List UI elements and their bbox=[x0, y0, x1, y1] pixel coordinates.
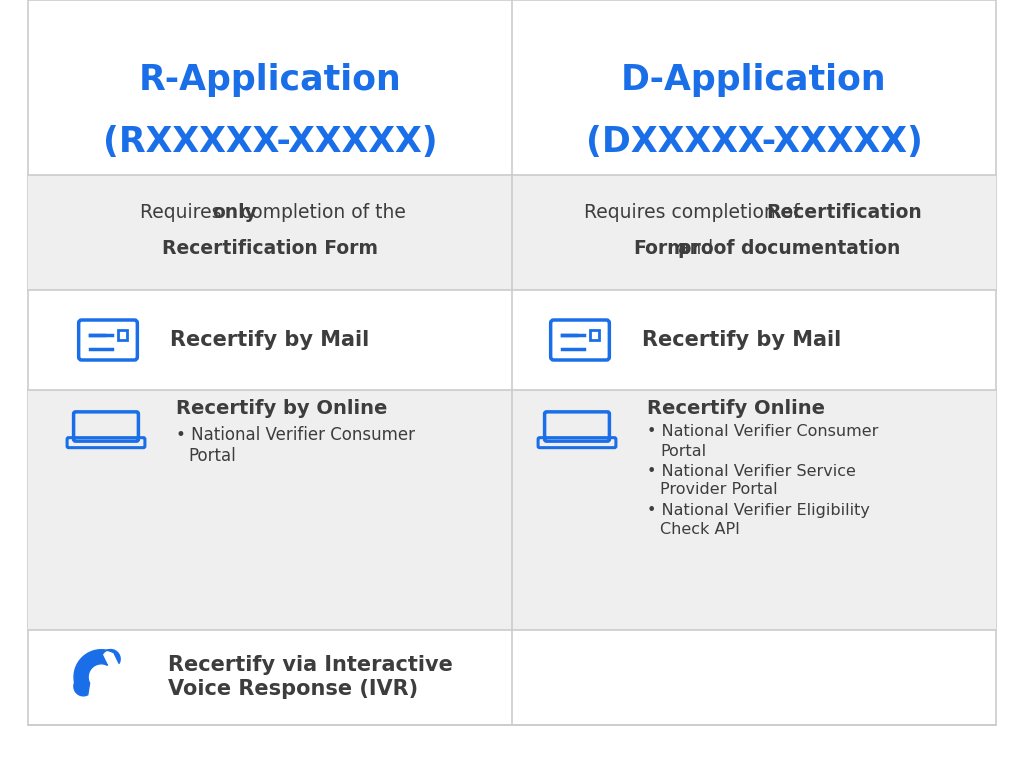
Text: (DXXXXX-XXXXX): (DXXXXX-XXXXX) bbox=[586, 125, 923, 159]
Bar bbox=[28, 390, 996, 630]
Text: Recertify Online: Recertify Online bbox=[647, 398, 825, 417]
Text: Requires completion of: Requires completion of bbox=[585, 204, 806, 223]
Bar bbox=[590, 330, 599, 340]
Text: • National Verifier Consumer: • National Verifier Consumer bbox=[176, 426, 415, 444]
Text: completion of the: completion of the bbox=[236, 204, 407, 223]
Text: Recertification Form: Recertification Form bbox=[162, 239, 378, 258]
Text: Form: Form bbox=[633, 239, 687, 258]
Text: Recertify by Online: Recertify by Online bbox=[176, 398, 387, 417]
Text: Portal: Portal bbox=[188, 447, 236, 465]
Text: Recertify by Mail: Recertify by Mail bbox=[642, 330, 842, 350]
Text: Recertify by Mail: Recertify by Mail bbox=[170, 330, 370, 350]
Text: • National Verifier Consumer: • National Verifier Consumer bbox=[647, 425, 879, 439]
Text: Provider Portal: Provider Portal bbox=[660, 483, 777, 498]
Text: Portal: Portal bbox=[660, 444, 707, 458]
Text: Recertify via Interactive: Recertify via Interactive bbox=[168, 655, 453, 675]
Text: • National Verifier Eligibility: • National Verifier Eligibility bbox=[647, 502, 869, 518]
Text: (RXXXXX-XXXXX): (RXXXXX-XXXXX) bbox=[102, 125, 437, 159]
Bar bbox=[28, 175, 996, 290]
Text: only: only bbox=[212, 204, 257, 223]
Polygon shape bbox=[74, 650, 120, 696]
Bar bbox=[118, 330, 127, 340]
Text: Recertification: Recertification bbox=[766, 204, 922, 223]
Text: Voice Response (IVR): Voice Response (IVR) bbox=[168, 679, 418, 699]
Text: R-Application: R-Application bbox=[138, 63, 401, 97]
Text: and: and bbox=[672, 239, 719, 258]
Text: Requires: Requires bbox=[140, 204, 227, 223]
Text: • National Verifier Service: • National Verifier Service bbox=[647, 464, 856, 479]
Text: D-Application: D-Application bbox=[622, 63, 887, 97]
Text: Check API: Check API bbox=[660, 521, 740, 537]
Text: proof documentation: proof documentation bbox=[678, 239, 900, 258]
